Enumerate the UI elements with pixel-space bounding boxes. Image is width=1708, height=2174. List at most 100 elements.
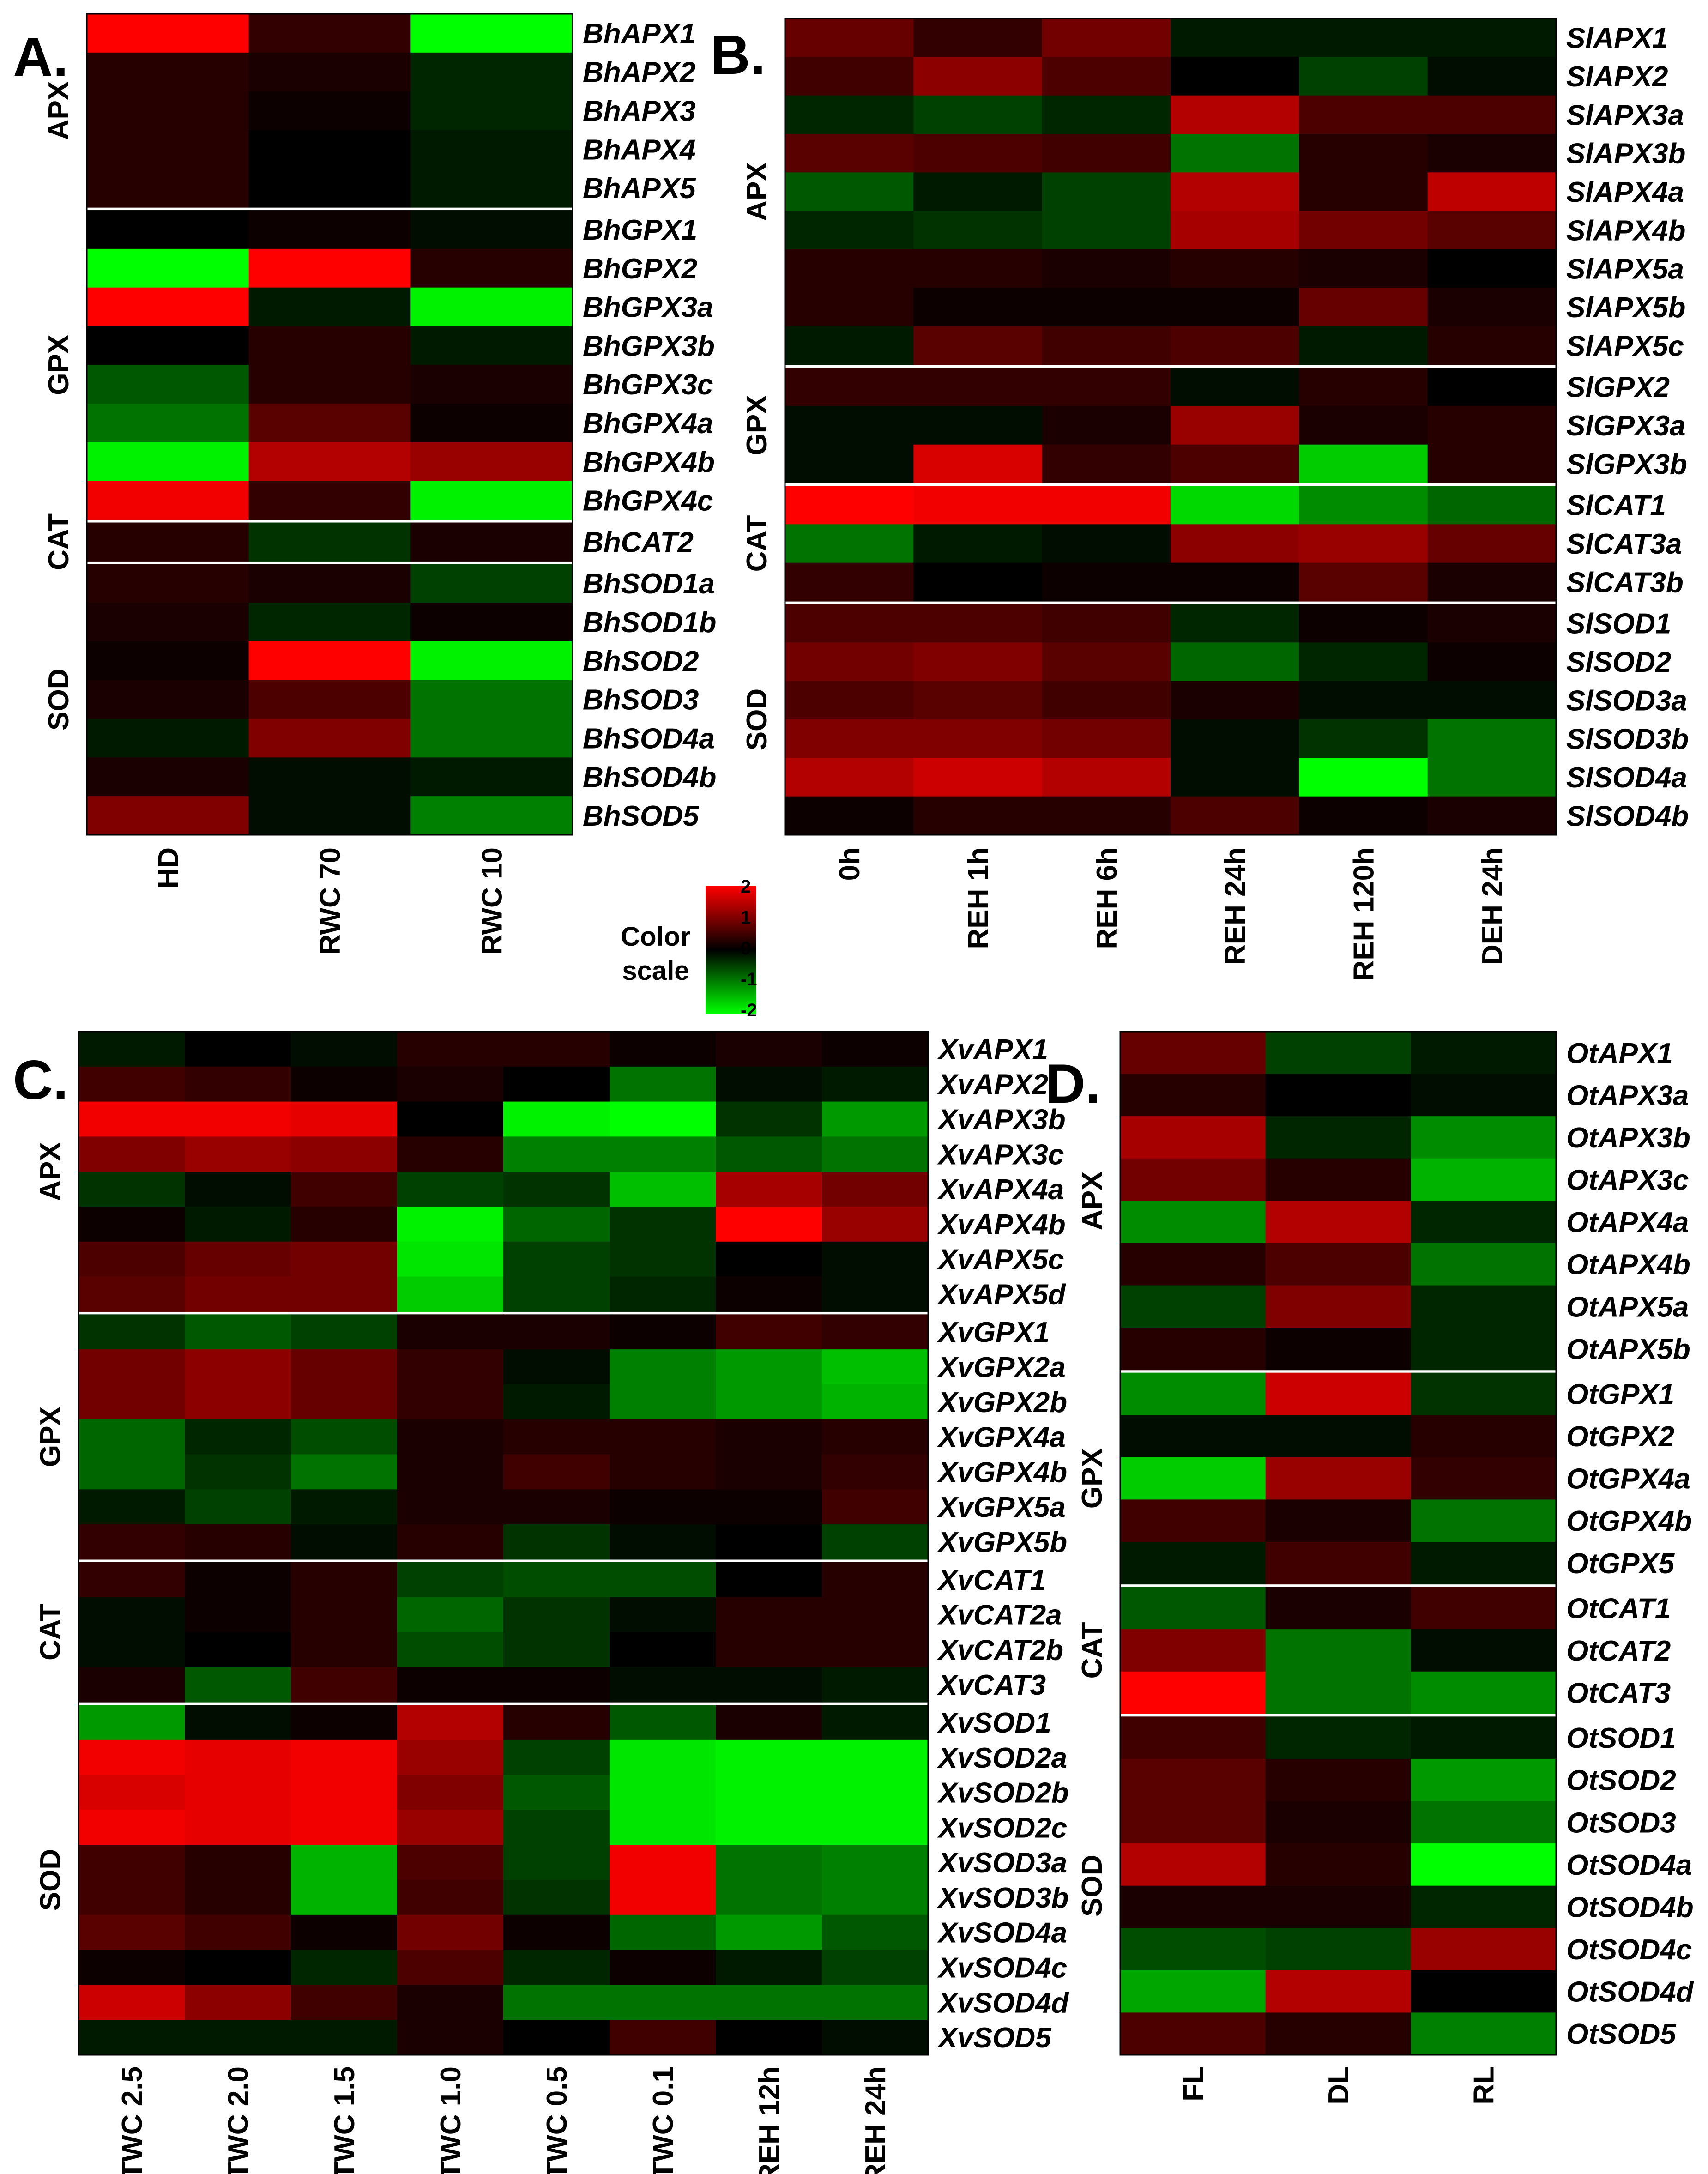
heatmap-cell xyxy=(1427,604,1557,643)
heatmap-cell xyxy=(1171,562,1299,602)
condition-label: REH 24h xyxy=(860,2066,892,2174)
heatmap-cell xyxy=(1299,95,1428,134)
heatmap-cell xyxy=(291,1810,398,1845)
heatmap-cell xyxy=(913,211,1043,250)
heatmap-cell xyxy=(78,1454,185,1490)
gene-label: BhSOD4b xyxy=(583,761,716,793)
heatmap-cell xyxy=(716,1810,822,1845)
gene-label: XvGPX4a xyxy=(937,1422,1066,1454)
gene-label: SlAPX3a xyxy=(1566,99,1684,131)
heatmap-cell xyxy=(610,1276,716,1312)
condition-label: RWC 70 xyxy=(314,847,346,955)
heatmap-cell xyxy=(248,680,411,719)
heatmap-cell xyxy=(716,1739,822,1775)
gene-label: OtAPX3c xyxy=(1566,1165,1689,1196)
heatmap-cell xyxy=(397,1314,504,1350)
heatmap-cell xyxy=(1411,1499,1557,1542)
heatmap-cell xyxy=(291,1739,398,1775)
heatmap-cell xyxy=(78,1066,185,1102)
heatmap-cell xyxy=(1299,681,1428,720)
heatmap-cell xyxy=(87,326,249,365)
heatmap-cell xyxy=(1299,57,1428,96)
heatmap-cell xyxy=(913,604,1043,643)
heatmap-cell xyxy=(185,1136,291,1172)
gene-label: SlCAT3a xyxy=(1566,528,1682,560)
heatmap-cell xyxy=(1171,57,1299,96)
heatmap-cell xyxy=(1299,562,1428,602)
heatmap-cell xyxy=(87,404,249,443)
heatmap-cell xyxy=(1427,211,1557,250)
heatmap-cell xyxy=(1411,1671,1557,1714)
heatmap-cell xyxy=(610,1880,716,1915)
gene-label: BhGPX3b xyxy=(583,330,715,362)
condition-label: REH 12h xyxy=(754,2066,785,2174)
heatmap-cell xyxy=(1427,368,1557,406)
heatmap-cell xyxy=(913,444,1043,483)
gene-label: XvAPX5c xyxy=(937,1244,1064,1276)
heatmap-cell xyxy=(913,18,1043,57)
heatmap-cell xyxy=(503,1705,610,1740)
heatmap-cell xyxy=(1171,444,1299,483)
heatmap-cell xyxy=(785,642,914,682)
gene-label: SlGPX3a xyxy=(1566,410,1685,442)
heatmap-cell xyxy=(1042,796,1171,835)
gene-label: XvAPX3b xyxy=(937,1104,1066,1135)
heatmap-cell xyxy=(397,1101,504,1137)
gene-label: OtGPX4a xyxy=(1566,1463,1690,1495)
heatmap-cell xyxy=(87,130,249,169)
heatmap-cell xyxy=(503,1489,610,1525)
heatmap-cell xyxy=(397,1384,504,1420)
gene-label: SlAPX5b xyxy=(1566,292,1685,324)
heatmap-cell xyxy=(1120,1201,1266,1244)
heatmap-cell xyxy=(291,1419,398,1455)
heatmap-cell xyxy=(1171,796,1299,835)
heatmap-cell xyxy=(503,1136,610,1172)
heatmap-cell xyxy=(1265,1032,1411,1075)
heatmap-cell xyxy=(610,1914,716,1951)
heatmap-cell xyxy=(248,130,411,169)
heatmap-cell xyxy=(822,1349,929,1385)
heatmap-cell xyxy=(291,1597,398,1633)
heatmap-cell xyxy=(1042,326,1171,365)
heatmap-cell xyxy=(1120,1285,1266,1328)
heatmap-cell xyxy=(1299,604,1428,643)
heatmap-cell xyxy=(610,1101,716,1137)
heatmap-cell xyxy=(397,1136,504,1172)
heatmap-cell xyxy=(185,1241,291,1277)
heatmap-cell xyxy=(610,1739,716,1775)
heatmap-cell xyxy=(291,1489,398,1525)
heatmap-cell xyxy=(1265,1716,1411,1759)
heatmap-cell xyxy=(185,1880,291,1915)
heatmap-cell xyxy=(503,1524,610,1560)
gene-label: BhAPX4 xyxy=(583,134,696,166)
heatmap-cell xyxy=(503,1172,610,1207)
group-label: CAT xyxy=(35,1604,66,1661)
heatmap-cell xyxy=(610,1845,716,1880)
heatmap-cell xyxy=(822,1845,929,1880)
heatmap-cell xyxy=(410,169,573,208)
heatmap-cell xyxy=(1427,95,1557,134)
heatmap-cell xyxy=(248,52,411,92)
heatmap-cell xyxy=(503,1066,610,1102)
heatmap-cell xyxy=(503,1632,610,1667)
gene-label: SlAPX4b xyxy=(1566,215,1685,247)
heatmap-cell xyxy=(1299,719,1428,758)
condition-label: RL xyxy=(1468,2066,1500,2105)
heatmap-cell xyxy=(913,95,1043,134)
heatmap-cell xyxy=(248,603,411,642)
heatmap-cell xyxy=(291,1136,398,1172)
heatmap-cell xyxy=(248,641,411,681)
gene-label: OtAPX5a xyxy=(1566,1291,1689,1323)
heatmap-cell xyxy=(410,603,573,642)
heatmap-cell xyxy=(1171,211,1299,250)
heatmap-frame xyxy=(86,13,573,836)
heatmap-cell xyxy=(913,172,1043,211)
heatmap-cell xyxy=(410,91,573,131)
gene-label: SlSOD1 xyxy=(1566,608,1671,640)
heatmap-cell xyxy=(1265,1074,1411,1117)
gene-label: OtAPX5b xyxy=(1566,1334,1690,1365)
heatmap-cell xyxy=(1411,1158,1557,1201)
heatmap-cell xyxy=(1411,2012,1557,2055)
heatmap-cell xyxy=(1411,1415,1557,1458)
gene-label: SlAPX5c xyxy=(1566,330,1684,362)
